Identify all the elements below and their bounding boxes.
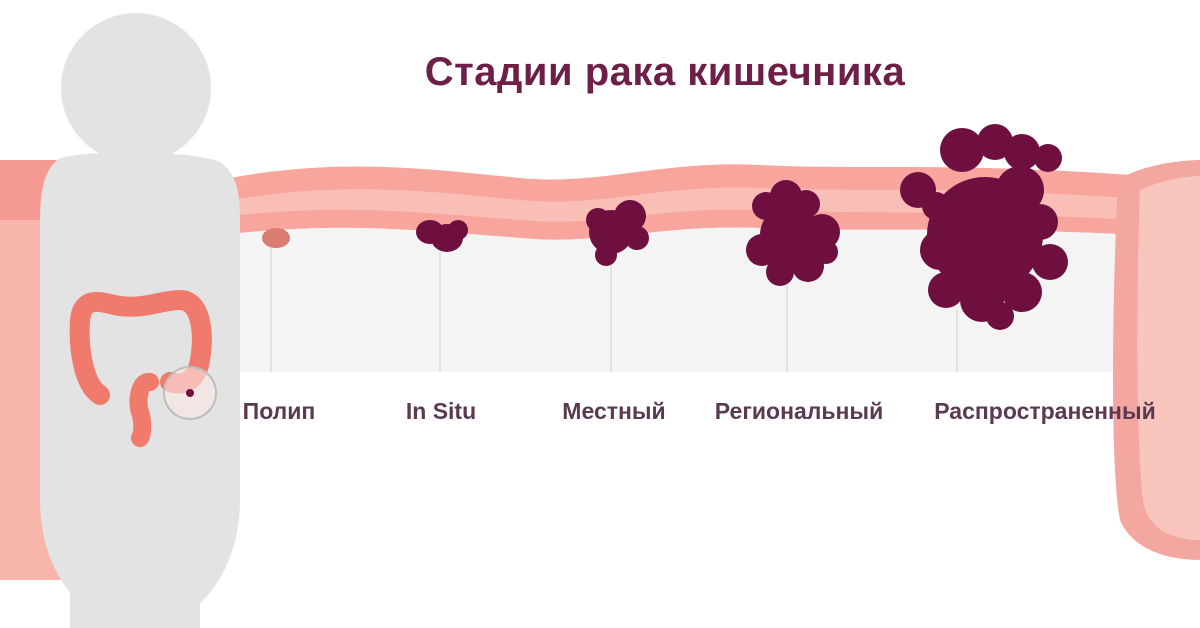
stage-label-regional: Региональный [714, 398, 884, 424]
colon-icon [69, 290, 212, 447]
stage-label-in-situ: In Situ [405, 398, 477, 424]
tumor-regional [746, 180, 840, 286]
stage-label-local: Местный [562, 398, 666, 424]
intestine-right-bend [1113, 160, 1200, 560]
tumor-polyp [262, 228, 290, 248]
page-title: Стадии рака кишечника [424, 50, 906, 94]
tumor-in-situ [416, 220, 468, 252]
stage-label-polyp: Полип [242, 398, 316, 424]
magnifier-circle-icon [163, 366, 217, 420]
stage-marker-lines [270, 245, 958, 372]
stage-label-distant: Распространенный [934, 398, 1156, 424]
tumor-distant [900, 124, 1068, 330]
tumor-local [586, 200, 649, 266]
